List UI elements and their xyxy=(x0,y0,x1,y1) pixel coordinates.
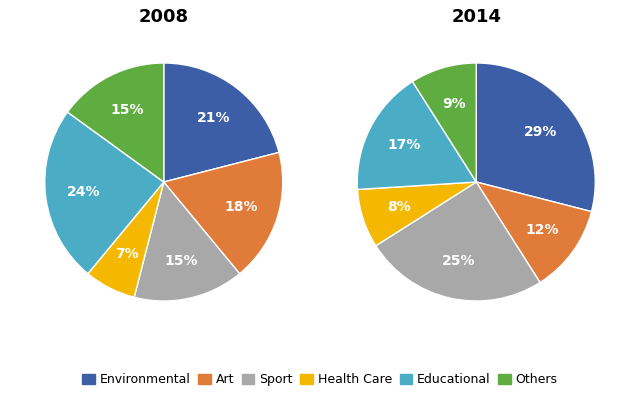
Text: 25%: 25% xyxy=(442,254,476,268)
Wedge shape xyxy=(134,182,239,301)
Wedge shape xyxy=(45,112,164,274)
Text: 8%: 8% xyxy=(387,200,411,214)
Text: 15%: 15% xyxy=(110,103,144,117)
Text: 29%: 29% xyxy=(524,126,557,140)
Wedge shape xyxy=(164,63,279,182)
Text: 15%: 15% xyxy=(164,254,198,268)
Title: 2008: 2008 xyxy=(139,8,189,26)
Wedge shape xyxy=(476,182,591,282)
Title: 2014: 2014 xyxy=(451,8,501,26)
Text: 17%: 17% xyxy=(387,138,421,152)
Text: 21%: 21% xyxy=(196,111,230,125)
Text: 12%: 12% xyxy=(525,222,559,236)
Wedge shape xyxy=(67,63,164,182)
Legend: Environmental, Art, Sport, Health Care, Educational, Others: Environmental, Art, Sport, Health Care, … xyxy=(79,369,561,390)
Text: 24%: 24% xyxy=(67,185,100,199)
Text: 18%: 18% xyxy=(224,200,257,214)
Wedge shape xyxy=(476,63,595,212)
Wedge shape xyxy=(164,152,283,274)
Wedge shape xyxy=(358,182,476,246)
Wedge shape xyxy=(357,82,476,190)
Text: 9%: 9% xyxy=(442,97,465,111)
Wedge shape xyxy=(88,182,164,297)
Text: 7%: 7% xyxy=(115,247,139,261)
Wedge shape xyxy=(376,182,540,301)
Wedge shape xyxy=(413,63,476,182)
